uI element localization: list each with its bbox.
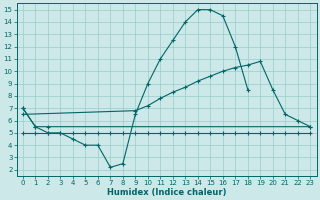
X-axis label: Humidex (Indice chaleur): Humidex (Indice chaleur) [107, 188, 226, 197]
